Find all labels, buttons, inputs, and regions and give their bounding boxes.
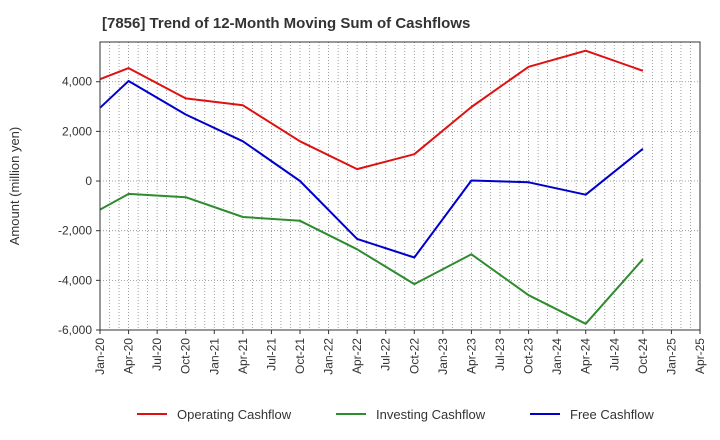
series-line-free-cashflow	[99, 80, 644, 259]
y-tick-label: -2,000	[58, 224, 92, 238]
y-tick-label: 4,000	[62, 75, 92, 89]
y-tick-label: 0	[85, 174, 92, 188]
x-tick-label: Jul-23	[493, 338, 507, 371]
x-tick-label: Apr-21	[236, 338, 250, 374]
legend-label-operating-cashflow: Operating Cashflow	[177, 407, 292, 422]
x-tick-label: Oct-20	[179, 338, 193, 374]
x-tick-label: Jan-23	[436, 338, 450, 375]
y-axis-label: Amount (million yen)	[7, 127, 22, 246]
legend: Operating Cashflow Investing Cashflow Free…	[137, 407, 654, 422]
y-tick-label: -4,000	[58, 273, 92, 287]
x-tick-label: Oct-23	[522, 338, 536, 374]
x-tick-label: Jan-20	[93, 338, 107, 375]
x-tick-label: Jul-24	[607, 338, 621, 371]
x-tick-label: Apr-24	[579, 338, 593, 374]
x-tick-label: Jan-21	[207, 338, 221, 375]
chart-title: [7856] Trend of 12-Month Moving Sum of C…	[102, 15, 471, 32]
x-tick-label: Jul-22	[379, 338, 393, 371]
x-tick-label: Jul-21	[264, 338, 278, 371]
series-lines	[99, 49, 644, 325]
x-tick-label: Apr-23	[464, 338, 478, 374]
x-tick-label: Apr-22	[350, 338, 364, 374]
legend-label-free-cashflow: Free Cashflow	[570, 407, 654, 422]
grid	[100, 42, 700, 330]
x-tick-label: Oct-22	[407, 338, 421, 374]
x-tick-label: Oct-21	[293, 338, 307, 374]
y-tick-label: 2,000	[62, 124, 92, 138]
legend-label-investing-cashflow: Investing Cashflow	[376, 407, 486, 422]
x-tick-label: Jan-22	[322, 338, 336, 375]
x-tick-label: Apr-25	[693, 338, 707, 374]
x-tick-label: Jan-24	[550, 338, 564, 375]
plot-frame	[99, 41, 701, 331]
series-line-investing-cashflow	[99, 192, 644, 325]
x-tick-label: Jan-25	[664, 338, 678, 375]
axes: -6,000 -4,000 -2,000 0 2,000 4,000 Jan-20 Apr-2…	[7, 41, 707, 375]
x-tick-label: Apr-20	[122, 338, 136, 374]
series-line-operating-cashflow	[99, 49, 644, 171]
x-tick-label: Oct-24	[636, 338, 650, 374]
x-tick-label: Jul-20	[150, 338, 164, 371]
y-tick-label: -6,000	[58, 323, 92, 337]
